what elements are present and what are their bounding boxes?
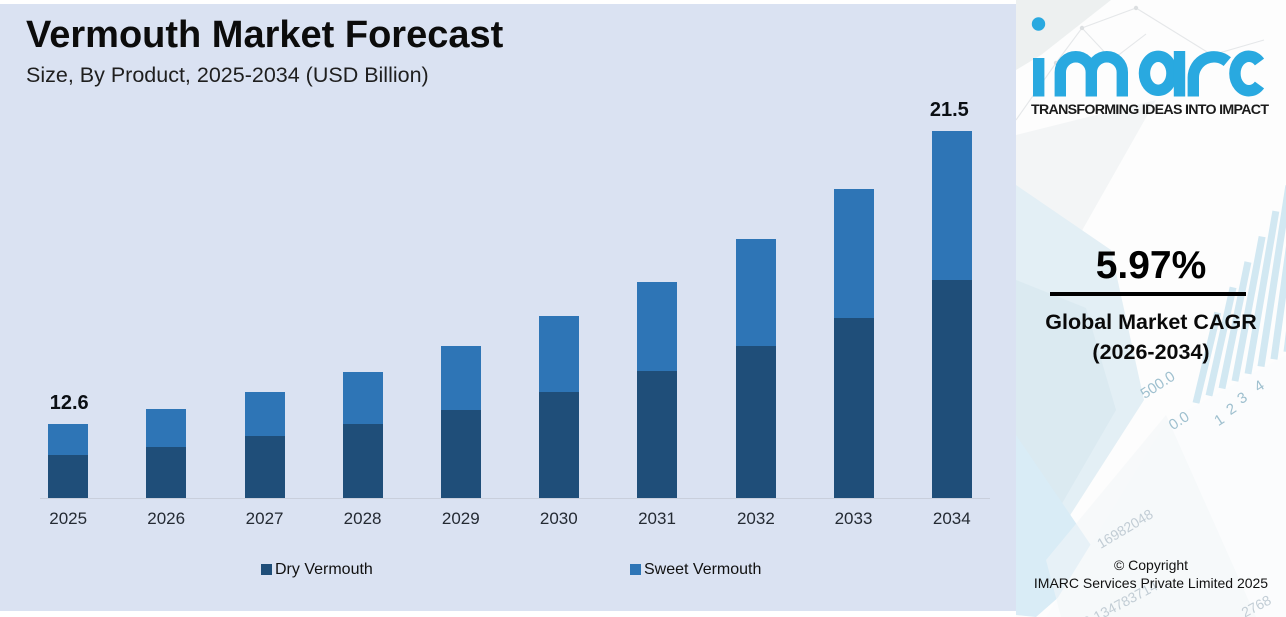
svg-text:TRANSFORMING IDEAS INTO IMPACT: TRANSFORMING IDEAS INTO IMPACT <box>1031 102 1269 118</box>
svg-text:500.0: 500.0 <box>1138 368 1179 403</box>
